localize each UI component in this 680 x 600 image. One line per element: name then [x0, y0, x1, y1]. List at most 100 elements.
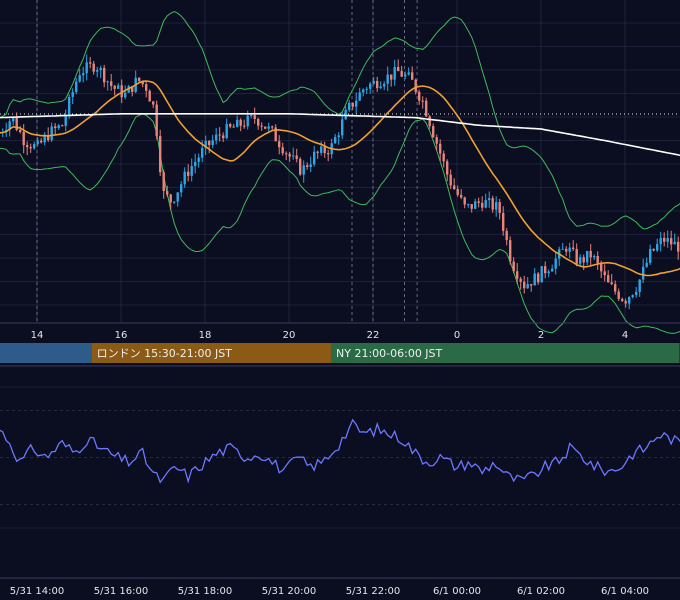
candle-body — [467, 204, 470, 206]
vertical-gridlines — [36, 0, 626, 323]
candle-body — [425, 100, 428, 117]
candle-body — [348, 102, 351, 110]
candle-body — [194, 161, 197, 167]
candle-body — [649, 248, 652, 263]
candle-body — [204, 140, 207, 148]
candle-body — [190, 166, 193, 176]
candle-body — [421, 100, 424, 102]
candle-body — [561, 248, 564, 250]
candle-body — [22, 131, 25, 146]
candle-body — [278, 141, 281, 148]
candle-body — [610, 282, 613, 285]
candle-body — [320, 146, 323, 153]
sma-orange — [0, 80, 680, 277]
candle-body — [614, 284, 617, 292]
x-tick-labels: 14 16 18 20 22 0 2 4 — [31, 330, 629, 341]
candle-body — [285, 153, 288, 155]
candle-body — [299, 158, 302, 175]
candle-body — [306, 165, 309, 168]
candle-body — [596, 256, 599, 264]
candle-body — [159, 136, 162, 173]
candle-body — [274, 127, 277, 142]
candle-body — [208, 140, 211, 145]
candle-body — [257, 119, 260, 126]
candle-body — [176, 192, 179, 202]
candle-body — [575, 249, 578, 264]
candle-body — [544, 266, 547, 274]
candle-body — [400, 71, 403, 77]
candle-body — [40, 140, 43, 143]
candle-body — [435, 137, 438, 144]
candle-body — [302, 165, 305, 175]
date-label: 6/1 02:00 — [517, 586, 565, 597]
date-labels: 5/31 14:00 5/31 16:00 5/31 18:00 5/31 20:00… — [10, 586, 649, 597]
candle-body — [512, 261, 515, 272]
candle-body — [358, 92, 361, 101]
x-tick-label: 16 — [115, 330, 128, 341]
session-ny — [331, 343, 680, 363]
date-label: 6/1 00:00 — [433, 586, 481, 597]
candle-body — [61, 125, 64, 127]
candle-body — [659, 237, 662, 245]
x-tick-label: 22 — [367, 330, 380, 341]
candle-body — [460, 194, 463, 198]
candle-body — [344, 109, 347, 120]
candle-body — [495, 202, 498, 210]
candle-body — [670, 238, 673, 245]
x-tick-label: 18 — [199, 330, 212, 341]
bollinger-lower — [0, 113, 680, 334]
candle-body — [124, 92, 127, 98]
session-london — [91, 343, 331, 363]
candle-body — [526, 284, 529, 289]
candle-body — [271, 126, 274, 128]
candle-body — [498, 202, 501, 213]
candle-body — [540, 266, 543, 283]
candle-body — [677, 241, 680, 252]
candle-body — [624, 300, 627, 304]
bollinger-upper — [0, 11, 680, 230]
candle-body — [341, 119, 344, 136]
candle-body — [593, 256, 596, 258]
candle-body — [449, 174, 452, 186]
candle-body — [488, 198, 491, 201]
candle-body — [92, 63, 95, 72]
candle-body — [603, 271, 606, 276]
candle-body — [295, 155, 298, 159]
candle-body — [432, 126, 435, 138]
candle-body — [530, 284, 533, 286]
candle-body — [638, 279, 641, 292]
candle-body — [152, 101, 155, 105]
candle-body — [652, 248, 655, 251]
candle-body — [586, 250, 589, 263]
candle-body — [141, 80, 144, 85]
candle-body — [470, 204, 473, 209]
candle-body — [120, 85, 123, 98]
candle-body — [148, 90, 151, 102]
candle-body — [390, 74, 393, 80]
candle-body — [397, 67, 400, 72]
candle-body — [376, 80, 379, 89]
candle-body — [446, 161, 449, 175]
candle-body — [47, 135, 50, 141]
bollinger-bands — [0, 11, 680, 334]
candle-body — [253, 115, 256, 120]
candle-body — [645, 262, 648, 267]
candle-body — [663, 237, 666, 242]
candle-body — [15, 118, 18, 130]
candle-body — [180, 184, 183, 193]
candle-body — [218, 134, 221, 136]
candle-body — [439, 143, 442, 154]
candle-body — [110, 81, 113, 86]
candle-body — [673, 241, 676, 245]
candle-body — [523, 281, 526, 289]
candle-body — [404, 74, 407, 77]
candle-body — [29, 147, 32, 149]
candles — [0, 54, 680, 310]
sma-white — [0, 113, 680, 157]
candle-body — [365, 88, 368, 90]
candle-body — [50, 126, 53, 141]
candle-body — [418, 91, 421, 101]
candle-body — [82, 73, 85, 76]
candle-body — [516, 271, 519, 279]
candle-body — [215, 134, 218, 141]
